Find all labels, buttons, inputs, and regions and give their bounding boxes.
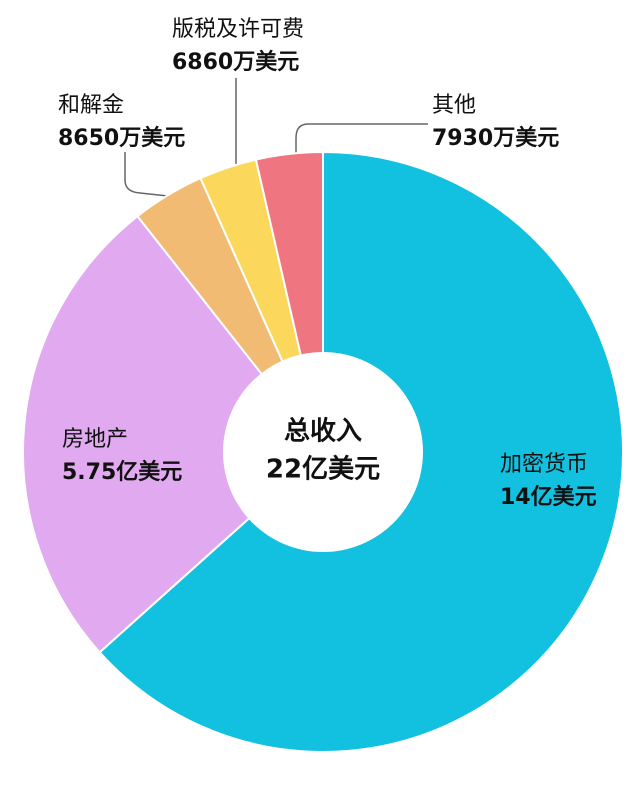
slice-label: 加密货币 — [500, 452, 588, 477]
slice-label: 其他 — [432, 93, 476, 118]
value-label: 7930万美元 — [432, 125, 559, 151]
value-label: 5.75亿美元 — [62, 459, 182, 485]
center-total: 22亿美元 — [266, 454, 380, 485]
slice-label: 和解金 — [58, 93, 124, 118]
value-label: 8650万美元 — [58, 125, 185, 151]
center-title: 总收入 — [284, 417, 362, 447]
leader-line — [295, 123, 428, 166]
slice — [22, 214, 325, 654]
value-label: 6860万美元 — [172, 49, 299, 75]
value-label: 14亿美元 — [500, 484, 597, 510]
donut-hole — [223, 352, 423, 552]
slice-label: 版税及许可费 — [172, 17, 304, 42]
slice-label: 房地产 — [62, 427, 128, 452]
